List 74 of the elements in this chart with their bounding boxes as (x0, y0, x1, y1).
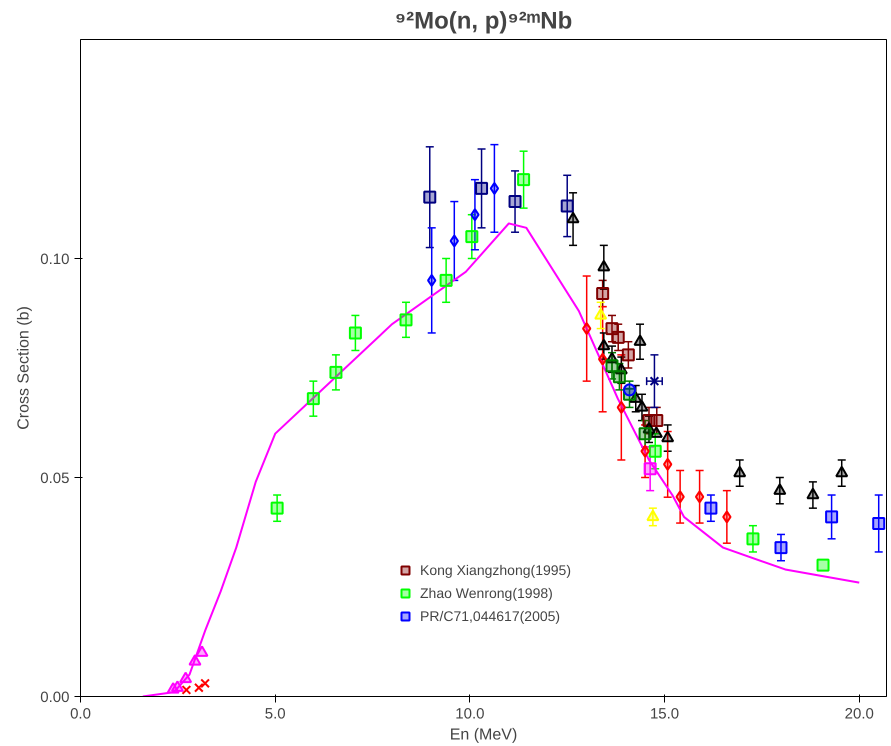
point (661, 430, 674, 442)
point (597, 338, 610, 350)
point (675, 490, 685, 504)
legend-label: Zhao Wenrong(1998) (420, 585, 553, 601)
point (400, 313, 413, 326)
point (663, 458, 672, 471)
point (560, 199, 574, 212)
y-tick-label: 0.00 (40, 689, 70, 706)
point (694, 490, 704, 504)
point (450, 234, 459, 248)
point (194, 682, 204, 693)
point (774, 541, 788, 554)
point (612, 370, 626, 384)
point (816, 558, 830, 572)
point (566, 212, 580, 224)
point (597, 260, 610, 272)
point (733, 466, 746, 478)
point (582, 322, 592, 336)
y-tick-label: 0.10 (40, 251, 70, 268)
point (616, 400, 626, 414)
point (646, 510, 660, 522)
point (490, 182, 500, 195)
point (195, 645, 208, 657)
point (722, 510, 732, 524)
line-series (142, 222, 860, 696)
point (635, 400, 648, 412)
x-tick-label: 0.0 (70, 706, 91, 722)
x-axis-title: En (MeV) (450, 726, 518, 744)
y-axis-title: Cross Section (b) (15, 306, 32, 430)
point (596, 287, 610, 300)
point (508, 195, 522, 208)
point (773, 483, 786, 495)
point (475, 182, 488, 195)
point (605, 359, 618, 372)
point (835, 466, 848, 478)
point (872, 516, 886, 530)
point (746, 532, 760, 546)
point (427, 274, 436, 287)
y-tick-label: 0.05 (40, 470, 70, 487)
point (644, 462, 657, 476)
point (594, 308, 608, 320)
point (465, 230, 478, 244)
point (634, 334, 647, 346)
point (623, 383, 636, 396)
x-tick-label: 5.0 (264, 706, 286, 722)
legend-label: Kong Xiangzhong(1995) (420, 562, 572, 578)
point (598, 352, 608, 366)
point (306, 392, 320, 406)
point (806, 488, 820, 500)
x-tick-label: 15.0 (650, 706, 680, 722)
point (170, 680, 184, 692)
point (640, 444, 650, 458)
point (270, 502, 284, 515)
point (825, 510, 838, 524)
point (650, 376, 660, 386)
point (440, 274, 453, 287)
point (470, 208, 480, 222)
point (182, 685, 192, 695)
point (348, 326, 362, 340)
x-tick-label: 10.0 (455, 706, 484, 722)
point (200, 678, 210, 688)
chart-title: ⁹²Mo(n, p)⁹²ᵐNb (394, 8, 572, 34)
point (329, 366, 342, 379)
legend-label: PR/C71,044617(2005) (420, 608, 560, 624)
point (179, 672, 192, 684)
point (188, 654, 202, 666)
x-tick-label: 20.0 (844, 706, 874, 722)
point (423, 190, 436, 204)
point (704, 502, 718, 515)
point (648, 444, 662, 458)
point (622, 348, 635, 362)
point (612, 330, 625, 344)
point (650, 414, 664, 428)
point (517, 173, 530, 186)
